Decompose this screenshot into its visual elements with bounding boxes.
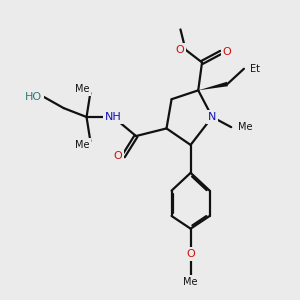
Text: NH: NH (105, 112, 122, 122)
Text: HO: HO (25, 92, 42, 102)
Text: O: O (176, 45, 184, 55)
Text: Me: Me (75, 84, 89, 94)
Text: N: N (208, 112, 216, 122)
Text: O: O (113, 151, 122, 161)
Polygon shape (198, 82, 228, 90)
Text: Et: Et (250, 64, 260, 74)
Text: Me: Me (183, 277, 198, 287)
Text: O: O (222, 47, 231, 57)
Text: Me: Me (238, 122, 252, 132)
Text: Me: Me (75, 140, 89, 150)
Text: O: O (186, 249, 195, 259)
